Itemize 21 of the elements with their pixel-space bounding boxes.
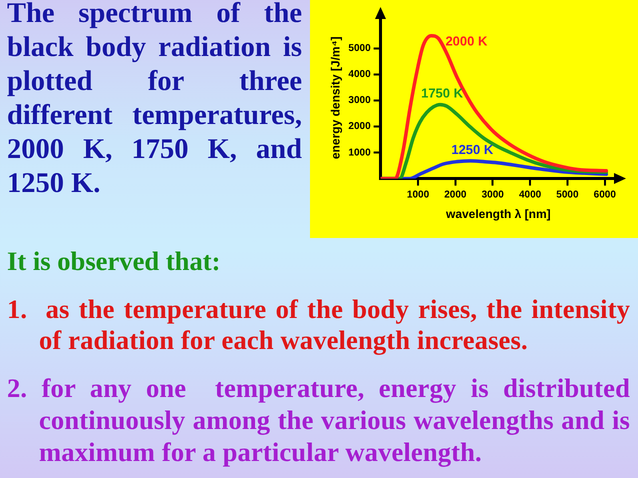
x-tick-label: 3000 <box>482 189 504 200</box>
text: It is observed that: <box>7 246 222 278</box>
y-tick-label: 3000 <box>348 95 372 106</box>
y-tick-label: 5000 <box>348 43 372 54</box>
y-tick-label: 4000 <box>348 69 372 80</box>
line-series <box>380 34 608 179</box>
x-tick-label: 4000 <box>518 189 542 200</box>
series-label: 1750 K <box>421 86 464 101</box>
x-tick-label: 2000 <box>444 189 467 200</box>
series-label: 2000 K <box>445 33 488 48</box>
text: 1. as the temperature of the body rises, the intensity of radiation for each wavelength increases. <box>7 294 630 358</box>
x-axis-title: wavelength λ [nm] <box>444 207 551 222</box>
text: 2. for any one temperature, energy is distributed continuously among the various wavelengths and is maximum for a particular wavelength. <box>7 373 630 468</box>
x-tick-label: 1000 <box>406 189 430 200</box>
text: The spectrum of the black body radiation is plotted for three different temperatures, 2000 K, 1750 K, and 1250 K. <box>7 0 302 201</box>
y-axis-title: energy density [J/m⁴] <box>328 36 343 160</box>
x-tick-label: 6000 <box>594 189 616 200</box>
y-tick-label: 2000 <box>348 121 372 132</box>
series-label: 1250 K <box>451 142 494 157</box>
x-tick-label: 5000 <box>556 189 579 200</box>
y-tick-label: 1000 <box>348 147 372 158</box>
